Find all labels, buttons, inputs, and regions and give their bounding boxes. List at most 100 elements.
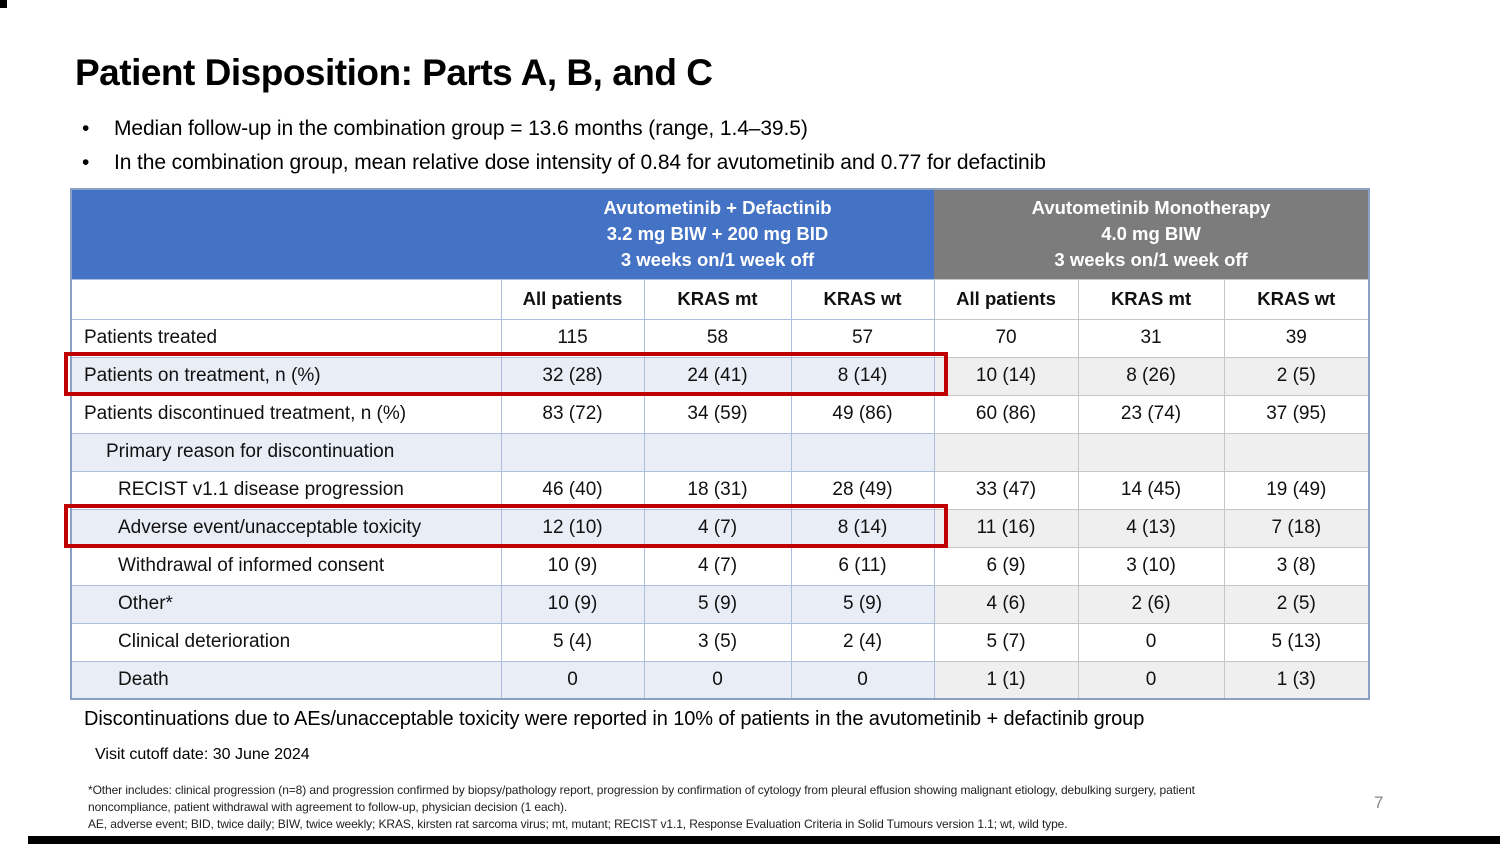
cell: 1 (3) bbox=[1223, 660, 1370, 700]
screen-edge-artifact bbox=[28, 836, 1500, 844]
group-header-combination: Avutometinib + Defactinib 3.2 mg BIW + 2… bbox=[501, 189, 935, 279]
table-row: Patients treated 115 58 57 70 31 39 bbox=[70, 318, 1370, 358]
cell: 2 (5) bbox=[1223, 356, 1370, 396]
group-header-line: 4.0 mg BIW bbox=[1101, 223, 1201, 245]
cell: 33 (47) bbox=[933, 470, 1079, 510]
cell: 5 (9) bbox=[790, 584, 935, 624]
cell: 18 (31) bbox=[643, 470, 792, 510]
cell: 0 bbox=[643, 660, 792, 700]
cell: 34 (59) bbox=[643, 394, 792, 434]
row-label: Patients treated bbox=[70, 318, 502, 358]
group-header-line: 3.2 mg BIW + 200 mg BID bbox=[606, 223, 829, 245]
footnote-line: *Other includes: clinical progression (n… bbox=[88, 783, 1195, 797]
cell: 2 (4) bbox=[790, 622, 935, 662]
column-header-row: All patients KRAS mt KRAS wt All patient… bbox=[70, 278, 1370, 320]
cell: 4 (7) bbox=[643, 546, 792, 586]
footnote-line: AE, adverse event; BID, twice daily; BIW… bbox=[88, 817, 1068, 831]
cell: 12 (10) bbox=[500, 508, 645, 548]
cell: 57 bbox=[790, 318, 935, 358]
bullet-list: Median follow-up in the combination grou… bbox=[82, 112, 1046, 180]
cell: 115 bbox=[500, 318, 645, 358]
cell: 0 bbox=[790, 660, 935, 700]
cell: 58 bbox=[643, 318, 792, 358]
row-label: Withdrawal of informed consent bbox=[70, 546, 502, 586]
cell: 11 (16) bbox=[933, 508, 1079, 548]
cell: 5 (13) bbox=[1223, 622, 1370, 662]
cell: 5 (7) bbox=[933, 622, 1079, 662]
cell: 8 (14) bbox=[790, 508, 935, 548]
page-number: 7 bbox=[1374, 793, 1384, 812]
slide-title: Patient Disposition: Parts A, B, and C bbox=[75, 52, 713, 93]
cell: 31 bbox=[1077, 318, 1225, 358]
cell: 8 (26) bbox=[1077, 356, 1225, 396]
table-row: RECIST v1.1 disease progression 46 (40) … bbox=[70, 470, 1370, 510]
row-label: Clinical deterioration bbox=[70, 622, 502, 662]
column-header: All patients bbox=[933, 278, 1079, 320]
cell: 4 (13) bbox=[1077, 508, 1225, 548]
cell: 10 (9) bbox=[500, 546, 645, 586]
cell: 60 (86) bbox=[933, 394, 1079, 434]
cell: 70 bbox=[933, 318, 1079, 358]
group-header-line: Avutometinib + Defactinib bbox=[603, 197, 832, 219]
group-header-monotherapy: Avutometinib Monotherapy 4.0 mg BIW 3 we… bbox=[934, 189, 1370, 279]
cell: 10 (9) bbox=[500, 584, 645, 624]
table-row: Patients on treatment, n (%) 32 (28) 24 … bbox=[70, 356, 1370, 396]
row-label: Death bbox=[70, 660, 502, 700]
cell: 1 (1) bbox=[933, 660, 1079, 700]
visit-cutoff-date: Visit cutoff date: 30 June 2024 bbox=[95, 746, 310, 763]
cell: 8 (14) bbox=[790, 356, 935, 396]
row-label: Adverse event/unacceptable toxicity bbox=[70, 508, 502, 548]
group-header-line: 3 weeks on/1 week off bbox=[1054, 249, 1248, 271]
cell bbox=[1223, 432, 1370, 472]
cell bbox=[1077, 432, 1225, 472]
column-header: All patients bbox=[500, 278, 645, 320]
row-label: RECIST v1.1 disease progression bbox=[70, 470, 502, 510]
cell: 0 bbox=[1077, 622, 1225, 662]
table-row: Primary reason for discontinuation bbox=[70, 432, 1370, 472]
row-label: Patients discontinued treatment, n (%) bbox=[70, 394, 502, 434]
bullet-item: Median follow-up in the combination grou… bbox=[82, 112, 1046, 146]
cell: 46 (40) bbox=[500, 470, 645, 510]
cell: 3 (10) bbox=[1077, 546, 1225, 586]
cell: 3 (8) bbox=[1223, 546, 1370, 586]
cell: 0 bbox=[1077, 660, 1225, 700]
footnote-line: noncompliance, patient withdrawal with a… bbox=[88, 800, 568, 814]
table-row: Withdrawal of informed consent 10 (9) 4 … bbox=[70, 546, 1370, 586]
disposition-table: Avutometinib + Defactinib 3.2 mg BIW + 2… bbox=[64, 188, 1371, 700]
footnotes: *Other includes: clinical progression (n… bbox=[88, 782, 1195, 833]
group-header-row: Avutometinib + Defactinib 3.2 mg BIW + 2… bbox=[71, 189, 1370, 279]
column-header: KRAS wt bbox=[1223, 278, 1370, 320]
cell: 10 (14) bbox=[933, 356, 1079, 396]
row-label: Other* bbox=[70, 584, 502, 624]
cell: 2 (6) bbox=[1077, 584, 1225, 624]
column-header: KRAS mt bbox=[1077, 278, 1225, 320]
cell bbox=[933, 432, 1079, 472]
cell: 0 bbox=[500, 660, 645, 700]
row-label: Patients on treatment, n (%) bbox=[70, 356, 502, 396]
table-row: Other* 10 (9) 5 (9) 5 (9) 4 (6) 2 (6) 2 … bbox=[70, 584, 1370, 624]
cell: 23 (74) bbox=[1077, 394, 1225, 434]
cell: 32 (28) bbox=[500, 356, 645, 396]
column-header: KRAS mt bbox=[643, 278, 792, 320]
cell: 5 (9) bbox=[643, 584, 792, 624]
cell: 83 (72) bbox=[500, 394, 645, 434]
table-row: Death 0 0 0 1 (1) 0 1 (3) bbox=[70, 660, 1370, 700]
group-header-line: 3 weeks on/1 week off bbox=[620, 249, 815, 271]
cell: 49 (86) bbox=[790, 394, 935, 434]
cell bbox=[643, 432, 792, 472]
cell: 39 bbox=[1223, 318, 1370, 358]
cell: 14 (45) bbox=[1077, 470, 1225, 510]
data-table: Avutometinib + Defactinib 3.2 mg BIW + 2… bbox=[70, 188, 1371, 700]
cell bbox=[500, 432, 645, 472]
cell: 2 (5) bbox=[1223, 584, 1370, 624]
cell: 6 (11) bbox=[790, 546, 935, 586]
cell: 5 (4) bbox=[500, 622, 645, 662]
cell: 4 (7) bbox=[643, 508, 792, 548]
group-header-line: Avutometinib Monotherapy bbox=[1031, 197, 1271, 219]
summary-statement: Discontinuations due to AEs/unacceptable… bbox=[84, 708, 1145, 730]
cell: 7 (18) bbox=[1223, 508, 1370, 548]
column-header-spacer bbox=[70, 278, 502, 320]
row-label: Primary reason for discontinuation bbox=[70, 432, 502, 472]
screen-edge-artifact bbox=[0, 0, 7, 8]
